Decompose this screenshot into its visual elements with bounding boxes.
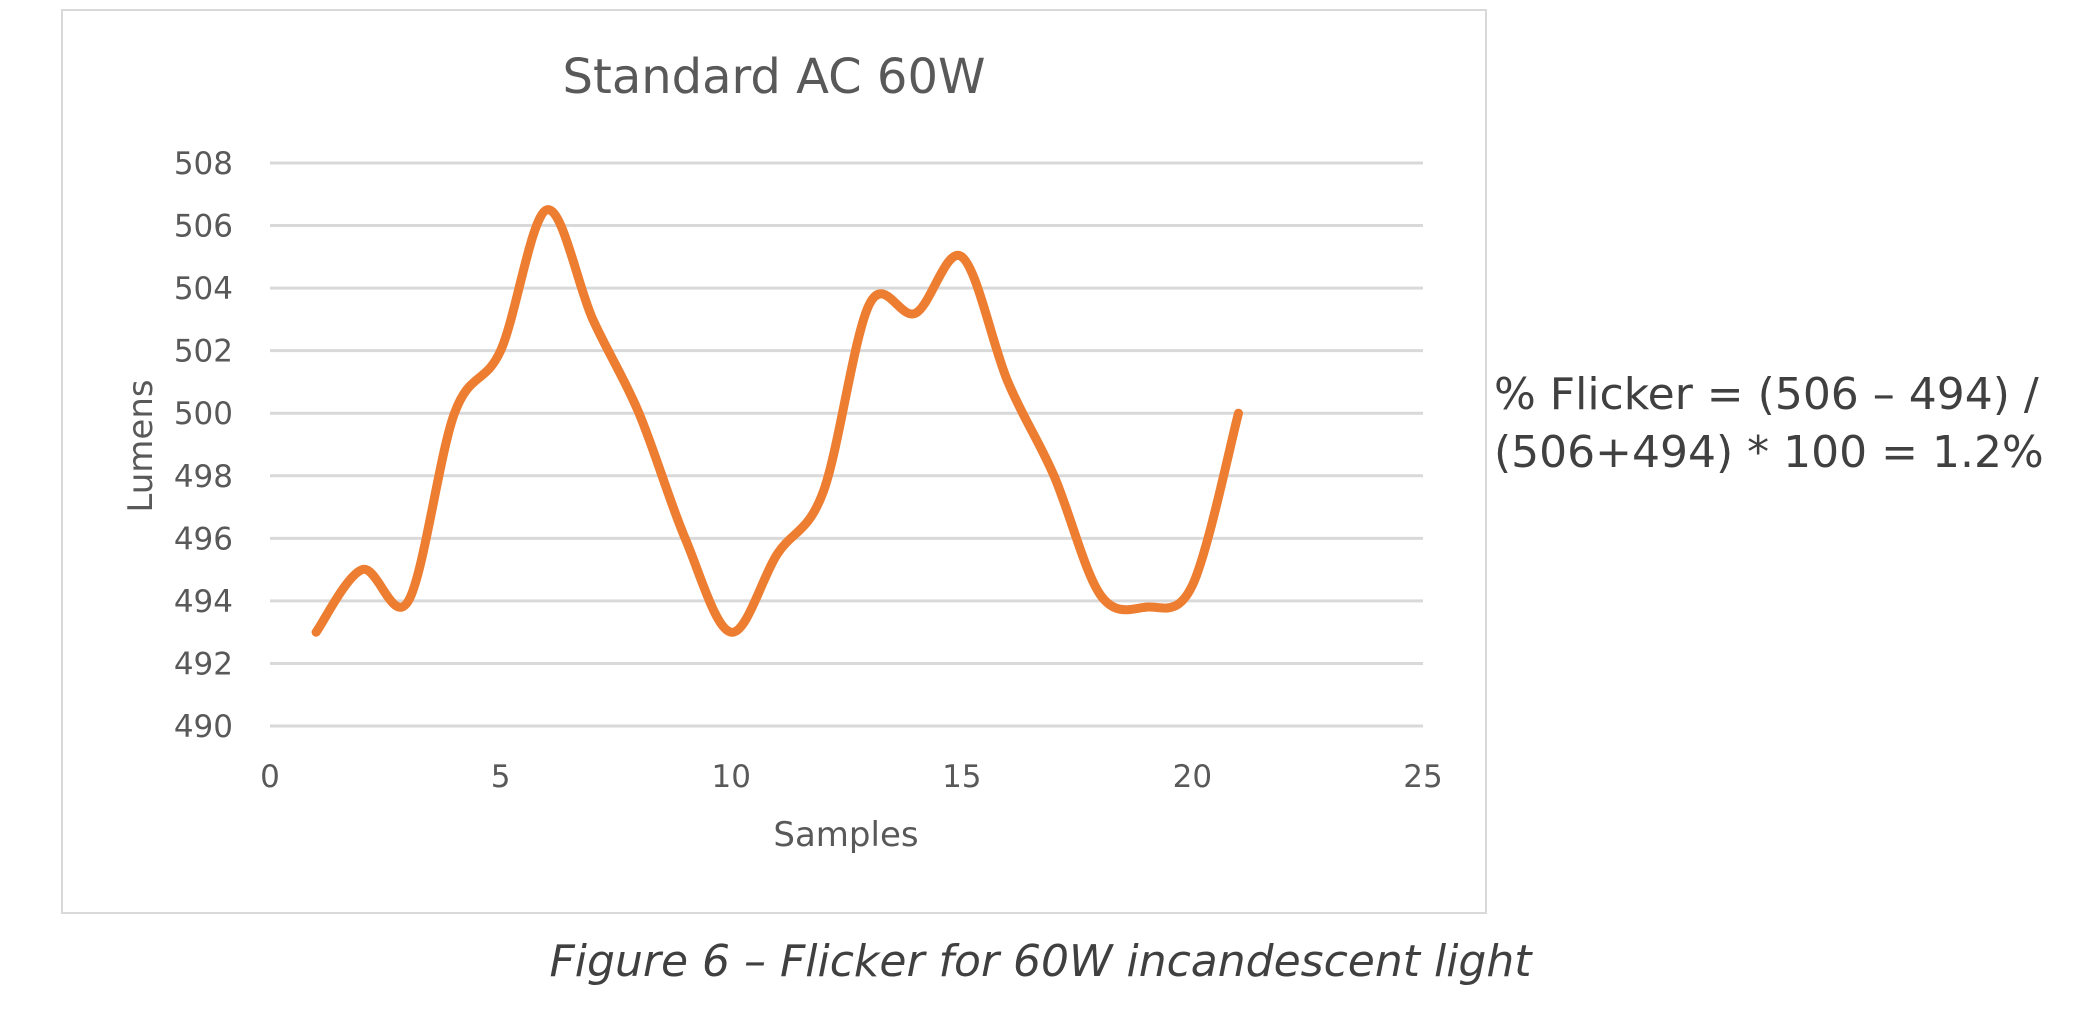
data-point xyxy=(361,569,363,571)
series-line xyxy=(311,205,1243,637)
series-lines xyxy=(311,205,1243,637)
data-point xyxy=(1145,606,1147,608)
data-point xyxy=(1191,584,1193,586)
x-axis-label: Samples xyxy=(773,815,918,855)
x-tick-label: 0 xyxy=(260,759,280,795)
data-point xyxy=(915,312,917,314)
data-point xyxy=(638,412,640,414)
y-tick-label: 500 xyxy=(174,396,233,432)
data-point xyxy=(1099,594,1101,596)
gridlines xyxy=(270,161,1423,728)
y-axis-ticks: 490 492 494 496 498 500 502 504 506 508 xyxy=(174,146,233,745)
data-point xyxy=(822,490,824,492)
y-tick-label: 490 xyxy=(174,709,233,745)
data-point xyxy=(684,537,686,539)
data-point xyxy=(1053,475,1055,477)
data-point xyxy=(869,303,871,305)
data-point xyxy=(1238,412,1239,414)
chart-frame xyxy=(61,9,1487,914)
figure-caption: Figure 6 – Flicker for 60W incandescent … xyxy=(549,936,1532,987)
y-tick-label: 506 xyxy=(174,209,233,245)
x-tick-label: 15 xyxy=(942,759,981,795)
flicker-formula-line-1: % Flicker = (506 – 494) / xyxy=(1494,369,2039,420)
flicker-formula: % Flicker = (506 – 494) / (506+494) * 10… xyxy=(1494,366,2054,482)
y-tick-label: 496 xyxy=(174,521,233,557)
flicker-formula-line-2: (506+494) * 100 = 1.2% xyxy=(1494,427,2044,478)
x-axis-ticks: 0 5 10 15 20 25 xyxy=(260,759,1443,795)
data-point xyxy=(776,553,778,555)
data-point xyxy=(546,209,548,211)
x-tick-label: 10 xyxy=(711,759,750,795)
data-point xyxy=(454,412,455,414)
data-point xyxy=(315,631,317,633)
y-tick-label: 492 xyxy=(174,646,233,682)
y-axis-label: Lumens xyxy=(121,379,161,512)
data-point xyxy=(730,631,732,633)
chart-title: Standard AC 60W xyxy=(563,49,986,105)
y-tick-label: 508 xyxy=(174,146,233,182)
y-tick-label: 494 xyxy=(174,584,233,620)
data-point xyxy=(407,600,409,602)
x-tick-label: 5 xyxy=(491,759,511,795)
x-tick-label: 20 xyxy=(1173,759,1212,795)
data-point xyxy=(961,256,963,258)
data-point xyxy=(1007,381,1009,383)
data-point xyxy=(500,350,502,352)
y-tick-label: 504 xyxy=(174,271,233,307)
y-tick-label: 502 xyxy=(174,334,233,370)
y-tick-label: 498 xyxy=(174,459,233,495)
x-tick-label: 25 xyxy=(1403,759,1442,795)
data-point xyxy=(592,318,594,320)
